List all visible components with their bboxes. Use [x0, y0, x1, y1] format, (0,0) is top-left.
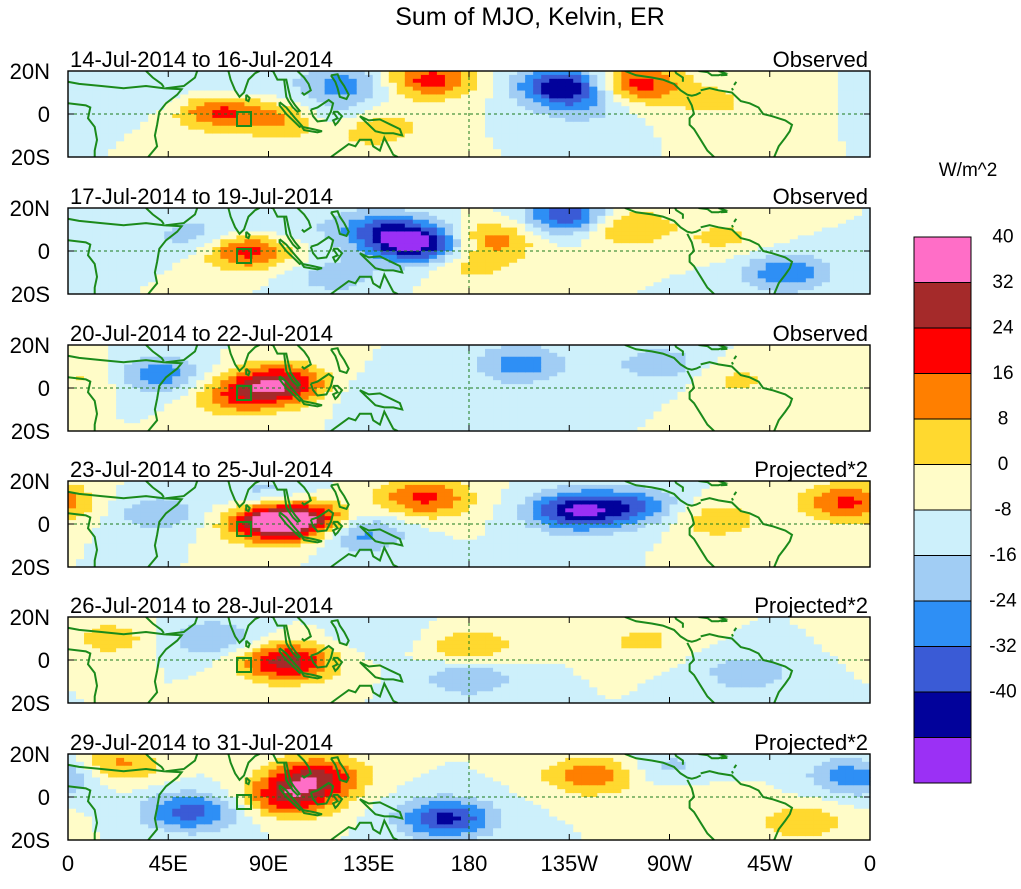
- colorbar-swatch: [913, 373, 972, 420]
- colorbar-level-label: -40: [989, 682, 1016, 703]
- coastlines: [68, 345, 794, 431]
- colorbar-swatch: [913, 600, 972, 647]
- colorbar-swatch: [913, 327, 972, 374]
- y-tick-label: 20N: [10, 196, 50, 221]
- colorbar-swatch: [913, 464, 972, 511]
- map-panel: 20N 0 20S 20-Jul-2014 to 22-Jul-2014 Observe…: [10, 321, 871, 444]
- colorbar-level-label: 40: [992, 227, 1013, 248]
- coastlines: [68, 481, 794, 567]
- colorbar-level-label: 16: [992, 363, 1013, 384]
- colorbar-level-label: 0: [998, 454, 1009, 475]
- panel-period: 17-Jul-2014 to 19-Jul-2014: [70, 184, 333, 209]
- colorbar: W/m^2 40 32 24 16 8 0 -8 -16 -24 -32 -40: [913, 160, 1017, 784]
- region-box: [235, 794, 252, 810]
- colorbar-level-label: -8: [995, 500, 1012, 521]
- y-tick-label: 20S: [11, 419, 50, 444]
- y-tick-label: 20N: [10, 605, 50, 630]
- y-tick-label: 20S: [11, 282, 50, 307]
- y-tick-label: 20S: [11, 691, 50, 716]
- colorbar-level-label: -24: [989, 591, 1017, 612]
- y-tick-label: 20S: [11, 828, 50, 853]
- y-tick-label: 20S: [11, 145, 50, 170]
- colorbar-level-label: -16: [989, 545, 1016, 566]
- colorbar-units: W/m^2: [939, 160, 998, 181]
- y-tick-label: 0: [38, 376, 50, 401]
- y-tick-label: 20S: [11, 555, 50, 580]
- y-tick-label: 0: [38, 785, 50, 810]
- colorbar-level-label: -32: [989, 636, 1016, 657]
- y-tick-label: 0: [38, 239, 50, 264]
- panel-period: 29-Jul-2014 to 31-Jul-2014: [70, 730, 333, 755]
- colorbar-swatch: [913, 691, 972, 738]
- x-tick-label: 45E: [149, 851, 188, 876]
- x-tick-label: 90W: [647, 851, 692, 876]
- colorbar-swatch: [913, 555, 972, 602]
- panel-kind: Projected*2: [754, 457, 868, 482]
- colorbar-swatch: [913, 236, 972, 283]
- x-tick-label: 90E: [249, 851, 288, 876]
- chart-title: Sum of MJO, Kelvin, ER: [395, 3, 665, 31]
- panel-period: 14-Jul-2014 to 16-Jul-2014: [70, 47, 333, 72]
- panel-kind: Projected*2: [754, 593, 868, 618]
- colorbar-swatch: [913, 418, 972, 465]
- panel-period: 26-Jul-2014 to 28-Jul-2014: [70, 593, 333, 618]
- coastlines: [68, 71, 794, 157]
- y-tick-label: 0: [38, 648, 50, 673]
- coastlines: [68, 617, 794, 703]
- map-panel: 20N 0 20S 26-Jul-2014 to 28-Jul-2014 Project…: [10, 593, 871, 716]
- y-tick-label: 20N: [10, 469, 50, 494]
- colorbar-level-label: 24: [992, 318, 1014, 339]
- y-tick-label: 20N: [10, 742, 50, 767]
- x-tick-label: 135W: [541, 851, 599, 876]
- y-tick-label: 0: [38, 102, 50, 127]
- region-box: [235, 657, 252, 673]
- region-box: [235, 521, 252, 537]
- x-tick-label: 135E: [343, 851, 394, 876]
- panel-period: 23-Jul-2014 to 25-Jul-2014: [70, 457, 333, 482]
- panel-kind: Observed: [773, 321, 868, 346]
- colorbar-swatch: [913, 509, 972, 556]
- y-tick-label: 20N: [10, 59, 50, 84]
- colorbar-swatch: [913, 282, 972, 329]
- coastlines: [68, 208, 794, 294]
- panel-kind: Observed: [773, 47, 868, 72]
- region-box: [235, 111, 252, 127]
- map-panel: 20N 0 20S 23-Jul-2014 to 25-Jul-2014 Project…: [10, 457, 871, 580]
- x-tick-label: 0: [864, 851, 876, 876]
- x-tick-label: 45W: [747, 851, 792, 876]
- map-panel: 20N 0 20S 29-Jul-2014 to 31-Jul-2014 Project…: [10, 730, 871, 853]
- region-box: [235, 385, 252, 401]
- panel-kind: Projected*2: [754, 730, 868, 755]
- x-tick-label: 0: [62, 851, 74, 876]
- colorbar-level-label: 32: [992, 272, 1013, 293]
- map-panel: 20N 0 20S 17-Jul-2014 to 19-Jul-2014 Observe…: [10, 184, 871, 307]
- coastlines: [68, 754, 794, 840]
- colorbar-swatch: [913, 646, 972, 693]
- map-panel: 20N 0 20S 14-Jul-2014 to 16-Jul-2014 Observe…: [10, 47, 871, 170]
- y-tick-label: 0: [38, 512, 50, 537]
- y-tick-label: 20N: [10, 333, 50, 358]
- colorbar-level-label: 8: [998, 409, 1009, 430]
- panel-kind: Observed: [773, 184, 868, 209]
- region-box: [235, 248, 252, 264]
- x-tick-label: 180: [451, 851, 488, 876]
- colorbar-swatch: [913, 737, 972, 784]
- panel-period: 20-Jul-2014 to 22-Jul-2014: [70, 321, 333, 346]
